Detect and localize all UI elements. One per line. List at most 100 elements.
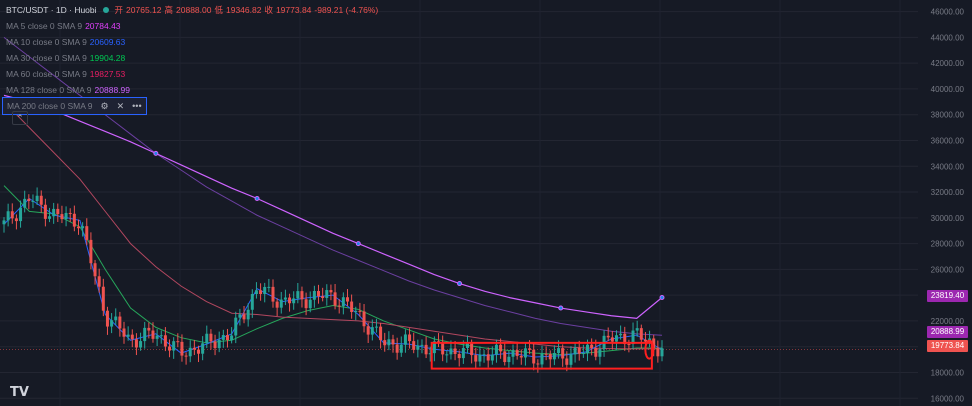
candle-body — [606, 335, 610, 338]
candle-body — [72, 213, 76, 227]
candle-body — [383, 340, 387, 346]
ma-line — [3, 36, 663, 336]
candle-body — [238, 314, 242, 318]
indicator-value: 20888.99 — [94, 85, 130, 95]
candle-body — [155, 335, 159, 339]
indicator-label: MA 10 close 0 SMA 9 — [6, 37, 87, 47]
candle-body — [97, 276, 101, 287]
candle-body — [532, 349, 536, 364]
indicator-row-ma60[interactable]: MA 60 close 0 SMA 9 19827.53 — [6, 66, 378, 82]
candle-body — [453, 348, 457, 354]
chart-legend: BTC/USDT · 1D · Huobi 开 20765.12 高 20888.0… — [2, 2, 378, 115]
candle-body — [573, 347, 577, 355]
open-value: 20765.12 — [126, 5, 162, 15]
candle-body — [126, 334, 130, 337]
candle-body — [76, 226, 80, 229]
ma-line — [3, 94, 663, 319]
candle-body — [39, 195, 43, 205]
y-tick-label: 18000.00 — [931, 368, 965, 377]
candle-body — [391, 339, 395, 345]
candle-body — [333, 292, 337, 306]
candle-body — [565, 358, 569, 365]
indicator-row-ma10[interactable]: MA 10 close 0 SMA 9 20609.63 — [6, 34, 378, 50]
ma200-marker — [153, 150, 159, 156]
candle-body — [159, 335, 163, 337]
candle-body — [416, 345, 420, 350]
candle-body — [35, 195, 39, 202]
candle-body — [420, 344, 424, 346]
candle-body — [143, 327, 147, 342]
high-value: 20888.00 — [176, 5, 212, 15]
candle-body — [478, 354, 482, 362]
candle-body — [610, 337, 614, 342]
candle-body — [590, 344, 594, 348]
candle-body — [122, 328, 126, 337]
candle-body — [366, 326, 370, 335]
indicator-label: MA 60 close 0 SMA 9 — [6, 69, 87, 79]
candle-body — [110, 320, 114, 327]
y-tick-label: 40000.00 — [931, 85, 965, 94]
indicator-row-ma200[interactable]: MA 200 close 0 SMA 9 ⚙ ✕ ••• — [2, 97, 378, 115]
indicator-row-ma30[interactable]: MA 30 close 0 SMA 9 19904.28 — [6, 50, 378, 66]
candle-body — [205, 333, 209, 344]
last-price-tag: 19773.84 — [927, 340, 968, 352]
candle-body — [101, 286, 105, 311]
indicator-row-ma128[interactable]: MA 128 close 0 SMA 9 20888.99 — [6, 82, 378, 98]
candle-body — [358, 310, 362, 312]
candle-body — [6, 211, 10, 221]
candle-body — [432, 341, 436, 354]
candle-body — [242, 314, 246, 320]
candle-body — [151, 330, 155, 339]
indicator-row-ma5[interactable]: MA 5 close 0 SMA 9 20784.43 — [6, 18, 378, 34]
candle-body — [623, 333, 627, 345]
candle-body — [64, 212, 68, 220]
collapse-legend-button[interactable]: ⌃ — [12, 111, 28, 125]
ma200-marker — [254, 195, 260, 201]
candle-body — [503, 351, 507, 363]
candle-body — [300, 291, 304, 300]
ma128-price-tag: 20888.99 — [927, 326, 968, 338]
grid-lines — [0, 0, 918, 406]
candle-body — [68, 212, 72, 214]
candle-body — [283, 297, 287, 300]
indicator-value: 19827.53 — [89, 69, 126, 79]
candle-body — [635, 328, 639, 331]
settings-icon[interactable]: ⚙ — [100, 101, 109, 111]
candle-body — [627, 344, 631, 346]
low-label: 低 — [214, 5, 223, 15]
y-tick-label: 46000.00 — [931, 8, 965, 17]
tradingview-logo[interactable]: TV — [10, 385, 29, 400]
candle-body — [308, 299, 312, 309]
candle-body — [192, 347, 196, 350]
ma10-line — [3, 197, 663, 358]
indicator-label: MA 5 close 0 SMA 9 — [6, 21, 83, 31]
candle-body — [197, 349, 201, 354]
market-status-dot — [102, 7, 109, 13]
close-icon[interactable]: ✕ — [116, 101, 125, 111]
candle-body — [528, 348, 532, 350]
candle-body — [557, 348, 561, 353]
y-tick-label: 26000.00 — [931, 265, 965, 274]
candle-body — [461, 348, 465, 359]
indicator-selected[interactable]: MA 200 close 0 SMA 9 ⚙ ✕ ••• — [2, 97, 147, 115]
candle-body — [474, 355, 478, 362]
symbol-title[interactable]: BTC/USDT · 1D · Huobi — [6, 5, 97, 15]
candle-body — [60, 214, 64, 220]
candle-body — [660, 348, 664, 357]
y-tick-label: 22000.00 — [931, 317, 965, 326]
candle-body — [292, 298, 296, 304]
candle-body — [130, 334, 134, 340]
indicator-value: 19904.28 — [89, 53, 126, 63]
candle-body — [486, 354, 490, 361]
indicator-label: MA 128 close 0 SMA 9 — [6, 85, 92, 95]
ma200-marker — [558, 305, 564, 311]
highlight-annotations — [430, 339, 655, 370]
candle-body — [619, 333, 623, 336]
candle-body — [499, 344, 503, 352]
candle-body — [10, 211, 14, 219]
candle-body — [544, 353, 548, 355]
candle-body — [230, 335, 234, 341]
more-icon[interactable]: ••• — [132, 101, 142, 111]
candle-body — [288, 297, 292, 304]
